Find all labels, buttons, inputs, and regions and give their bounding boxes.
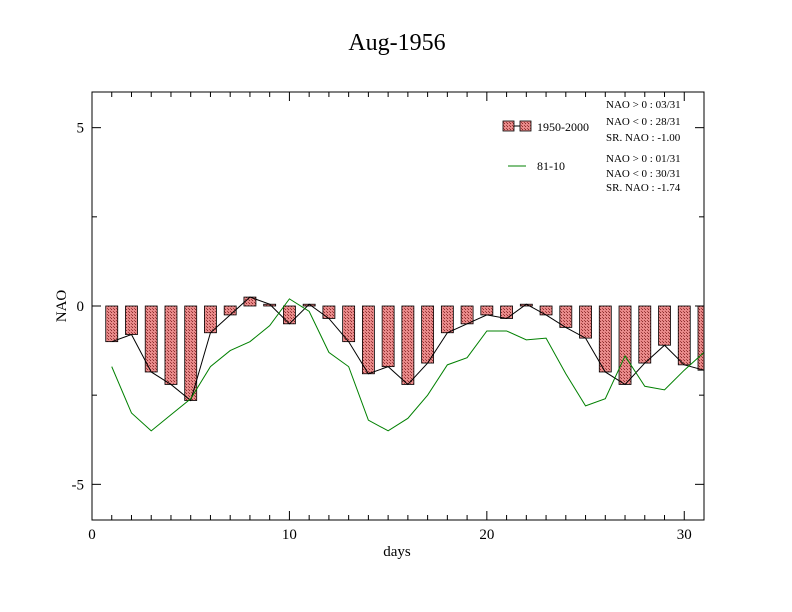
legend-label-1950-2000: 1950-2000 — [537, 120, 589, 134]
y-axis-label: NAO — [54, 290, 70, 323]
bar-day-18 — [440, 305, 454, 334]
bar-day-26 — [598, 305, 612, 373]
stats-8110-nao-pos: NAO > 0 : 01/31 — [606, 153, 681, 165]
legend-swatch-bar-left — [502, 120, 515, 132]
y-tick-label--5: -5 — [72, 477, 85, 493]
chart-title: Aug-1956 — [348, 30, 445, 56]
bar-day-12 — [322, 305, 336, 319]
bar-day-3 — [144, 305, 158, 373]
legend-swatch-bar-right — [519, 120, 532, 132]
bar-day-17 — [421, 305, 435, 364]
stats-1950-nao-neg: NAO < 0 : 28/31 — [606, 116, 681, 128]
bar-day-28 — [638, 305, 652, 364]
y-axis-ticks: 5 0 -5 — [72, 121, 704, 493]
bar-day-30 — [677, 305, 691, 366]
x-axis-ticks: 0 10 20 30 — [88, 92, 692, 543]
bar-day-21 — [500, 305, 513, 319]
y-tick-label-0: 0 — [77, 299, 85, 315]
x-axis-label: days — [383, 544, 411, 560]
legend-label-81-10: 81-10 — [537, 159, 565, 173]
bar-day-1 — [105, 305, 119, 343]
bar-day-4 — [164, 305, 178, 385]
stats-8110-sr-nao: SR. NAO : -1.74 — [606, 182, 681, 194]
legend: 1950-2000 81-10 NAO > 0 : 03/31 NAO < 0 … — [502, 99, 681, 194]
bar-day-25 — [579, 305, 592, 339]
bar-day-27 — [618, 305, 632, 385]
plot-content — [105, 296, 705, 432]
stats-1950-nao-pos: NAO > 0 : 03/31 — [606, 99, 681, 111]
bar-day-19 — [460, 305, 474, 325]
bar-day-20 — [480, 305, 494, 316]
line-series-1950-2000 — [111, 296, 705, 402]
bar-day-31 — [697, 305, 705, 371]
line-series-81-10 — [111, 298, 705, 432]
bar-day-16 — [401, 305, 415, 385]
bar-day-29 — [658, 305, 671, 346]
bar-day-14 — [361, 305, 375, 375]
bar-day-15 — [381, 305, 395, 368]
x-tick-label-20: 20 — [479, 527, 494, 543]
stats-1950-sr-nao: SR. NAO : -1.00 — [606, 132, 681, 144]
x-tick-label-10: 10 — [282, 527, 297, 543]
stats-8110-nao-neg: NAO < 0 : 30/31 — [606, 168, 681, 180]
y-tick-label-5: 5 — [77, 121, 85, 137]
x-tick-label-30: 30 — [677, 527, 692, 543]
bar-day-23 — [539, 305, 553, 316]
bar-day-2 — [125, 305, 138, 335]
bar-day-10 — [283, 305, 296, 325]
x-tick-label-0: 0 — [88, 527, 96, 543]
